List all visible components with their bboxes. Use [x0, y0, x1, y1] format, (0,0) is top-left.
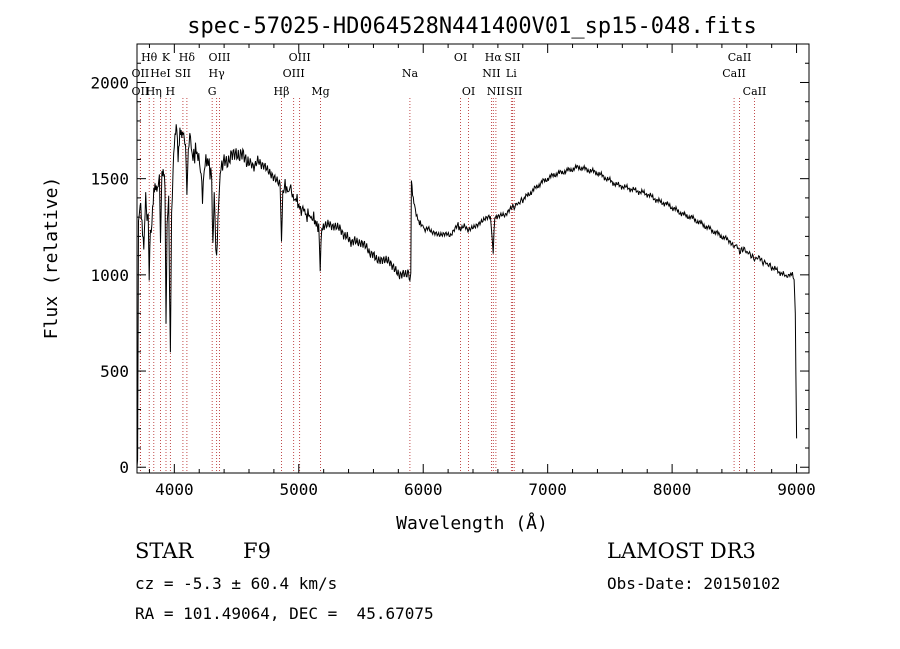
marker-label-19: Hα [485, 51, 503, 64]
marker-label-2: OII [132, 85, 150, 98]
x-tick-label-4: 8000 [653, 480, 692, 499]
x-axis: 4000 5000 6000 7000 8000 9000 [148, 44, 816, 499]
marker-label-3: Hη [146, 85, 162, 98]
series-flux [136, 124, 798, 468]
marker-label-16: Na [402, 67, 419, 80]
marker-label-9: OIII [208, 51, 230, 64]
subclass: F9 [243, 539, 271, 563]
x-tick-label-5: 9000 [777, 480, 816, 499]
series-layer [136, 124, 798, 468]
survey-name: LAMOST DR3 [607, 539, 756, 563]
chart-title: spec-57025-HD064528N441400V01_sp15-048.f… [187, 14, 757, 39]
redshift-text: cz = -5.3 ± 60.4 km/s [135, 574, 338, 593]
marker-label-8: Hδ [179, 51, 196, 64]
x-tick-label-1: 5000 [280, 480, 319, 499]
y-axis: 0 500 1000 1500 2000 [90, 62, 809, 477]
marker-label-26: CaII [722, 67, 746, 80]
marker-label-21: NII [487, 85, 505, 98]
x-tick-label-2: 6000 [404, 480, 443, 499]
marker-label-18: OI [462, 85, 475, 98]
marker-label-23: Li [506, 67, 517, 80]
marker-label-17: OI [454, 51, 467, 64]
marker-label-5: HeI [150, 67, 170, 80]
plot-frame [136, 43, 810, 474]
marker-label-25: CaII [728, 51, 752, 64]
marker-label-24: SII [506, 85, 522, 98]
marker-label-1: OII [132, 67, 150, 80]
x-axis-label: Wavelength (Å) [396, 512, 548, 534]
marker-label-15: Mg [311, 85, 329, 98]
x-tick-label-3: 7000 [528, 480, 567, 499]
marker-label-13: OIII [283, 67, 305, 80]
marker-label-11: G [208, 85, 217, 98]
object-class: STAR [135, 539, 194, 563]
marker-label-10: Hγ [209, 67, 226, 80]
marker-label-27: CaII [743, 85, 767, 98]
obs-date: Obs-Date: 20150102 [607, 574, 781, 593]
marker-label-20: NII [482, 67, 500, 80]
marker-label-0: Hθ [141, 51, 158, 64]
marker-label-12: OIII [289, 51, 311, 64]
y-tick-label-1: 500 [100, 362, 129, 381]
y-axis-label: Flux (relative) [41, 177, 62, 340]
x-tick-label-0: 4000 [155, 480, 194, 499]
marker-label-7: SII [175, 67, 191, 80]
y-tick-label-2: 1000 [90, 266, 129, 285]
marker-label-14: Hβ [274, 85, 290, 98]
y-tick-label-0: 0 [119, 458, 129, 477]
coordinates-text: RA = 101.49064, DEC = 45.67075 [135, 604, 434, 623]
y-tick-label-3: 1500 [90, 170, 129, 189]
marker-label-6: H [166, 85, 176, 98]
marker-label-4: K [162, 51, 171, 64]
y-tick-label-4: 2000 [90, 73, 129, 92]
marker-label-22: SII [504, 51, 520, 64]
